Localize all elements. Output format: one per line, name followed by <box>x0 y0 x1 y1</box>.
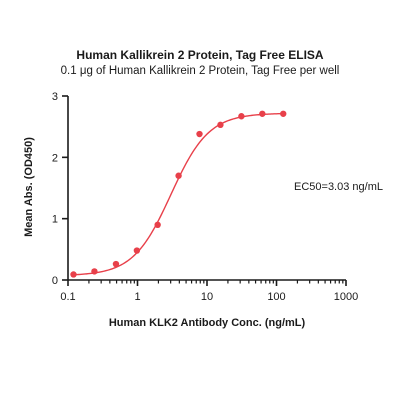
data-point <box>70 271 77 278</box>
x-tick-label: 1 <box>134 291 140 303</box>
data-point <box>133 247 141 254</box>
ec50-annotation: EC50=3.03 ng/mL <box>294 181 383 193</box>
data-point <box>175 172 182 179</box>
data-point <box>238 113 245 120</box>
y-axis-label: Mean Abs. (OD450) <box>23 137 35 237</box>
fit-curve <box>73 112 284 276</box>
data-point <box>154 221 161 228</box>
y-tick-label: 3 <box>52 91 58 103</box>
data-point <box>217 121 224 129</box>
y-tick-label: 1 <box>52 214 58 226</box>
x-tick-label: 10 <box>201 291 213 303</box>
y-tick-label: 0 <box>52 275 58 287</box>
x-tick-label: 1000 <box>334 291 358 303</box>
chart-title: Human Kallikrein 2 Protein, Tag Free ELI… <box>76 48 324 62</box>
data-point <box>280 110 287 117</box>
chart-subtitle: 0.1 μg of Human Kallikrein 2 Protein, Ta… <box>60 65 340 77</box>
x-tick-label: 100 <box>267 291 285 303</box>
data-point <box>112 260 120 268</box>
x-tick-label: 0.1 <box>60 291 75 303</box>
y-tick-label: 2 <box>52 152 58 164</box>
data-point <box>91 268 98 275</box>
data-point <box>259 110 266 117</box>
data-point <box>196 130 203 138</box>
x-axis-label: Human KLK2 Antibody Conc. (ng/mL) <box>108 317 306 329</box>
